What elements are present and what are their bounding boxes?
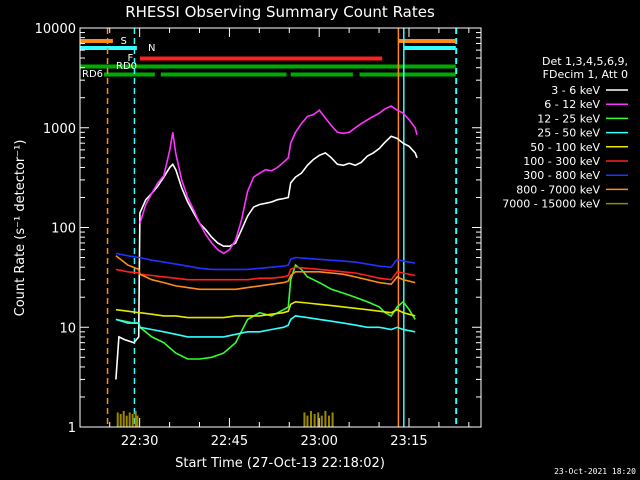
legend-label-25-50-kev: 25 - 50 keV: [537, 127, 600, 140]
legend-header-line-1: Det 1,3,4,5,6,9,: [542, 55, 628, 68]
y-axis-label: Count Rate (s⁻¹ detector⁻¹): [13, 140, 28, 317]
y-tick-label-3: 100: [51, 222, 76, 237]
y-tick-label-5: 10000: [35, 22, 76, 37]
legend-label-3-6-kev: 3 - 6 keV: [551, 84, 600, 97]
series-7000-15000-kev: [116, 410, 334, 427]
legend-label-12-25-kev: 12 - 25 keV: [537, 112, 600, 125]
status-bar-f-label: F: [128, 53, 134, 64]
footer-date: 23-Oct-2021 18:20: [554, 467, 636, 476]
y-tick-label-2: 10: [59, 321, 76, 336]
series-25-50-kev: [115, 315, 416, 338]
status-bar-s-label: S: [121, 36, 127, 47]
status-bar-rd0-label: RD0: [116, 61, 137, 72]
vertical-markers: [106, 28, 458, 427]
legend-label-300-800-kev: 300 - 800 keV: [523, 169, 600, 182]
legend-header-line-2: FDecim 1, Att 0: [543, 68, 628, 81]
series-3-6-kev: [115, 135, 418, 380]
x-tick-label-3: 23:00: [300, 434, 337, 449]
legend-label-50-100-kev: 50 - 100 keV: [530, 141, 600, 154]
series-100-300-kev: [115, 266, 416, 281]
status-bar-rd6-label: RD6: [82, 69, 103, 80]
series-50-100-kev: [115, 300, 416, 319]
axes: 22:30 22:45 23:00 23:15 1 10 100 1000 10000: [35, 22, 481, 449]
chart-title: RHESSI Observing Summary Count Rates: [125, 3, 435, 21]
series-800-7000-kev: [115, 255, 416, 291]
legend-label-7000-15000-kev: 7000 - 15000 keV: [502, 198, 600, 211]
status-bar-n-label: N: [148, 43, 155, 54]
legend: Det 1,3,4,5,6,9,FDecim 1, Att 0 3 - 6 keV…: [502, 55, 628, 211]
y-tick-label-1: 1: [68, 421, 76, 436]
series-300-800-kev: [115, 252, 416, 271]
series-12-25-kev: [115, 263, 416, 360]
legend-label-800-7000-kev: 800 - 7000 keV: [516, 183, 600, 196]
legend-label-6-12-kev: 6 - 12 keV: [544, 98, 600, 111]
x-axis-label: Start Time (27-Oct-13 22:18:02): [175, 456, 385, 471]
legend-label-100-300-kev: 100 - 300 keV: [523, 155, 600, 168]
y-tick-label-4: 1000: [43, 122, 76, 137]
series-group: [115, 105, 418, 427]
x-tick-label-1: 22:30: [121, 434, 158, 449]
x-tick-label-4: 23:15: [390, 434, 427, 449]
series-6-12-kev: [139, 105, 418, 255]
x-tick-label-2: 22:45: [211, 434, 248, 449]
